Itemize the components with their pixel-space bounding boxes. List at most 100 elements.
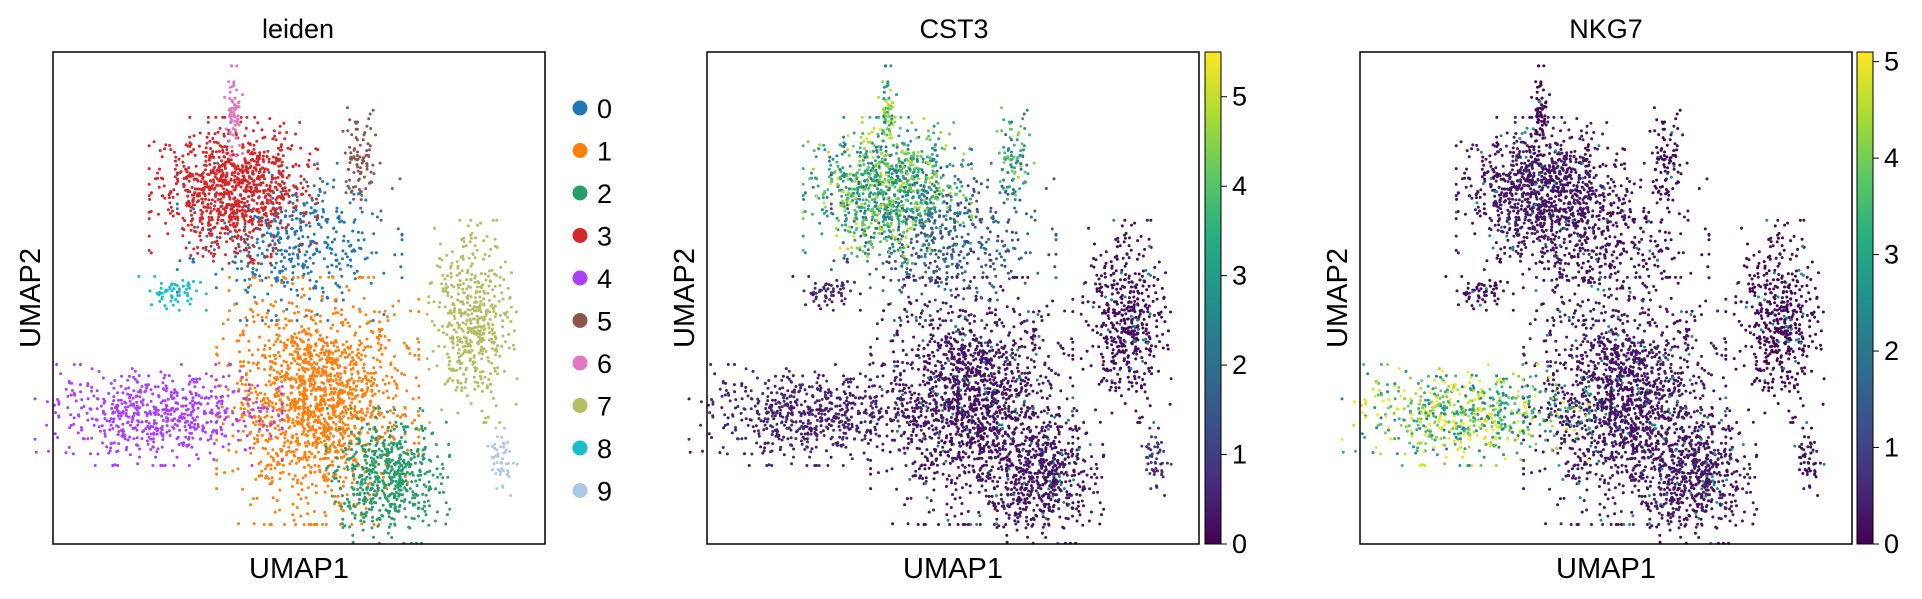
cell-point bbox=[337, 391, 341, 395]
cell-point bbox=[480, 315, 484, 319]
cell-point bbox=[215, 191, 219, 195]
cell-point bbox=[291, 335, 295, 339]
cell-point bbox=[439, 242, 442, 246]
cell-point bbox=[215, 177, 219, 181]
cell-point bbox=[236, 267, 239, 271]
cell-point bbox=[241, 143, 245, 147]
cell-point bbox=[438, 265, 442, 269]
cell-point bbox=[261, 446, 265, 450]
cell-point bbox=[213, 385, 217, 389]
cell-point bbox=[268, 399, 272, 403]
cell-point bbox=[229, 178, 233, 182]
cell-point bbox=[368, 493, 372, 497]
cell-point bbox=[72, 363, 76, 366]
cell-point bbox=[272, 354, 276, 357]
cell-point bbox=[392, 462, 396, 466]
cell-point bbox=[301, 264, 304, 268]
cell-point bbox=[121, 391, 125, 395]
cell-point bbox=[429, 459, 433, 463]
cell-point bbox=[201, 246, 205, 250]
cell-point bbox=[235, 210, 239, 214]
cell-point bbox=[421, 492, 425, 496]
cell-point bbox=[204, 146, 208, 150]
cell-point bbox=[125, 408, 128, 412]
cell-point bbox=[357, 177, 361, 181]
cell-point bbox=[330, 405, 334, 408]
cell-point bbox=[256, 313, 260, 317]
cell-point bbox=[96, 452, 100, 456]
legend-label: 5 bbox=[597, 307, 612, 337]
cell-point bbox=[223, 190, 226, 194]
cell-point bbox=[297, 412, 301, 416]
cell-point bbox=[171, 195, 175, 199]
cell-point bbox=[487, 326, 491, 330]
cell-point bbox=[380, 411, 384, 415]
cell-point bbox=[307, 338, 310, 342]
cell-point bbox=[181, 396, 185, 400]
cell-point bbox=[113, 410, 116, 414]
cell-point bbox=[359, 206, 363, 210]
cell-point bbox=[174, 407, 178, 411]
cell-point bbox=[323, 510, 327, 514]
cell-point bbox=[350, 393, 354, 396]
cell-point bbox=[283, 378, 287, 382]
cell-point bbox=[436, 455, 440, 459]
cell-point bbox=[209, 179, 213, 183]
cell-point bbox=[414, 479, 418, 483]
cell-point bbox=[283, 436, 287, 440]
cell-point bbox=[246, 206, 250, 210]
cell-point bbox=[172, 188, 176, 192]
cell-point bbox=[364, 187, 368, 191]
cell-point bbox=[477, 351, 481, 355]
cell-point bbox=[279, 219, 283, 223]
cell-point bbox=[475, 314, 479, 318]
cell-point bbox=[464, 244, 468, 248]
cell-point bbox=[350, 372, 354, 376]
cell-point bbox=[179, 363, 183, 366]
cell-point bbox=[374, 415, 378, 419]
cell-point bbox=[171, 425, 175, 429]
cell-point bbox=[258, 278, 262, 282]
cell-point bbox=[353, 147, 357, 151]
cell-point bbox=[280, 411, 284, 415]
cell-point bbox=[465, 278, 468, 282]
cell-point bbox=[934, 252, 938, 256]
cell-point bbox=[234, 255, 237, 259]
cell-point bbox=[140, 420, 144, 424]
cell-point bbox=[220, 399, 224, 403]
cell-point bbox=[379, 435, 383, 439]
cell-point bbox=[278, 202, 281, 205]
cell-point bbox=[365, 475, 369, 479]
cell-point bbox=[277, 334, 281, 338]
cell-point bbox=[273, 212, 277, 216]
cell-point bbox=[382, 313, 386, 316]
cell-point bbox=[488, 310, 492, 314]
cell-point bbox=[231, 212, 235, 216]
cell-point bbox=[160, 291, 164, 295]
cell-point bbox=[252, 320, 256, 324]
cell-point bbox=[280, 210, 284, 214]
cell-point bbox=[207, 231, 211, 235]
cell-point bbox=[262, 150, 266, 154]
cell-point bbox=[432, 300, 436, 304]
cell-point bbox=[232, 106, 236, 110]
cell-point bbox=[433, 519, 437, 523]
cell-point bbox=[267, 226, 271, 230]
cell-point bbox=[444, 522, 448, 526]
cell-point bbox=[233, 196, 237, 200]
cell-point bbox=[190, 445, 194, 449]
cell-point bbox=[466, 313, 470, 317]
cell-point bbox=[331, 275, 335, 279]
cell-point bbox=[197, 173, 201, 177]
cell-point bbox=[78, 383, 82, 387]
cell-point bbox=[341, 426, 345, 430]
cell-point bbox=[366, 371, 370, 375]
cell-point bbox=[282, 197, 285, 201]
cell-point bbox=[251, 272, 255, 276]
cell-point bbox=[206, 203, 210, 206]
cell-point bbox=[200, 201, 204, 205]
cell-point bbox=[309, 315, 313, 319]
cell-point bbox=[234, 168, 238, 171]
cell-point bbox=[223, 211, 227, 215]
